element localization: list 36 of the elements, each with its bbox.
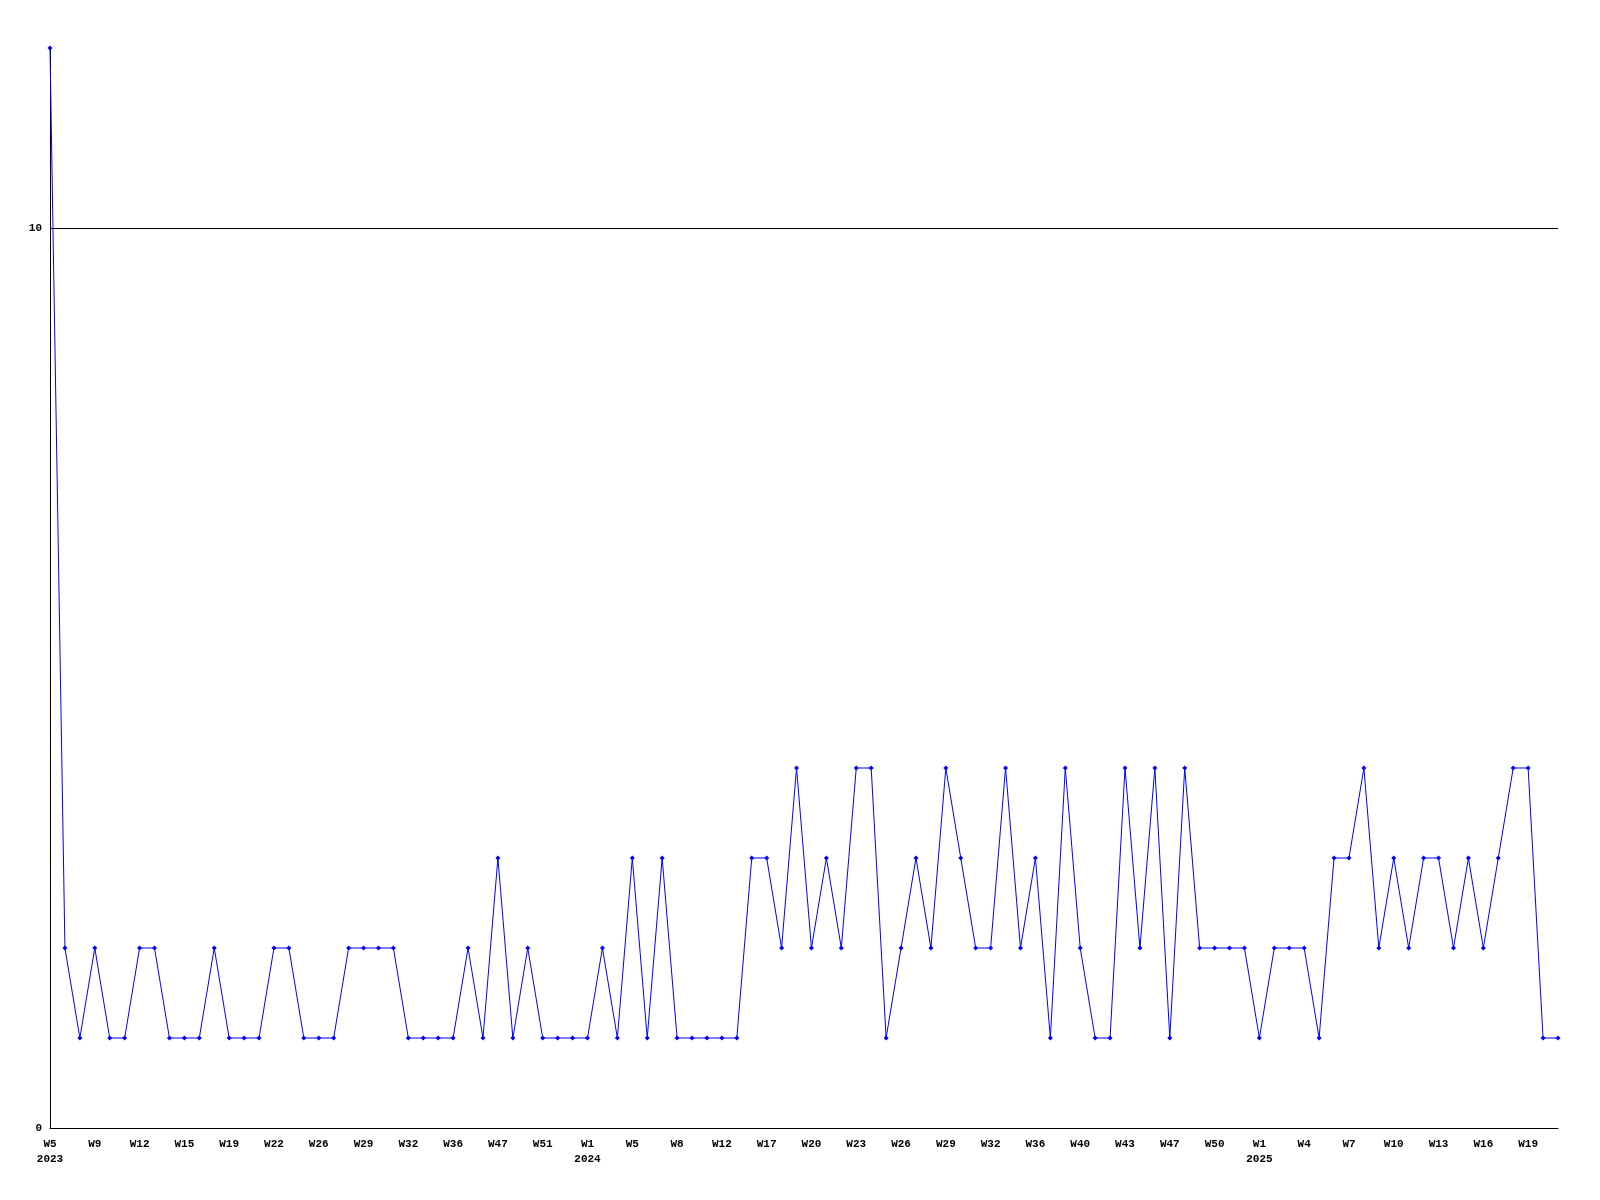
x-tick-label: W17: [756, 1137, 777, 1150]
x-tick-label: W40: [1070, 1137, 1091, 1150]
x-tick-label: W36: [443, 1137, 464, 1150]
x-tick-label: W29: [353, 1137, 374, 1150]
x-tick-label: W26: [308, 1137, 329, 1150]
x-tick-label: W23: [846, 1137, 867, 1150]
x-tick-label: W20: [801, 1137, 822, 1150]
x-tick-label: W26: [891, 1137, 911, 1150]
x-tick-label: W19: [1518, 1137, 1539, 1150]
x-tick-label: W51: [532, 1137, 554, 1150]
x-tick-label: W12: [711, 1137, 732, 1150]
x-tick-label: W12: [129, 1137, 150, 1150]
x-tick-label: W32: [980, 1137, 1001, 1150]
x-tick-label: W10: [1383, 1137, 1404, 1150]
x-tick-label: W1 2024: [574, 1137, 602, 1165]
x-tick-label: W9: [88, 1137, 102, 1150]
x-tick-label: W29: [935, 1137, 956, 1150]
x-tick-label: W5: [625, 1137, 640, 1150]
x-tick-label: W7: [1342, 1137, 1356, 1150]
y-tick-label: 0: [35, 1122, 42, 1134]
x-tick-label: W19: [219, 1137, 240, 1150]
x-tick-label: W15: [174, 1137, 195, 1150]
x-tick-label: W5 2023: [36, 1137, 64, 1165]
x-tick-label: W36: [1025, 1137, 1046, 1150]
x-tick-label: W43: [1115, 1137, 1136, 1150]
x-tick-label: W16: [1473, 1137, 1494, 1150]
x-tick-label: W13: [1428, 1137, 1449, 1150]
x-tick-label: W1 2025: [1246, 1137, 1273, 1165]
y-tick-label: 10: [28, 222, 42, 234]
x-tick-label: W47: [488, 1137, 508, 1150]
x-tick-label: W47: [1159, 1137, 1180, 1150]
x-tick-label: W4: [1297, 1137, 1312, 1150]
x-tick-label: W22: [264, 1137, 284, 1150]
x-tick-label: W50: [1204, 1137, 1225, 1150]
x-tick-label: W8: [670, 1137, 685, 1150]
x-tick-label: W32: [398, 1137, 419, 1150]
